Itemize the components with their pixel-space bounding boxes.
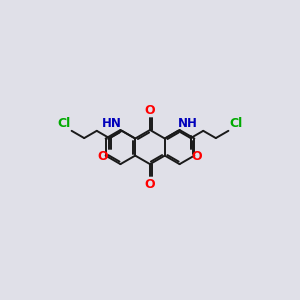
- Text: O: O: [145, 178, 155, 190]
- Text: O: O: [145, 103, 155, 116]
- Text: O: O: [98, 150, 108, 164]
- Text: NH: NH: [178, 117, 198, 130]
- Text: O: O: [192, 150, 203, 164]
- Text: HN: HN: [102, 117, 122, 130]
- Text: Cl: Cl: [57, 117, 70, 130]
- Text: Cl: Cl: [230, 117, 243, 130]
